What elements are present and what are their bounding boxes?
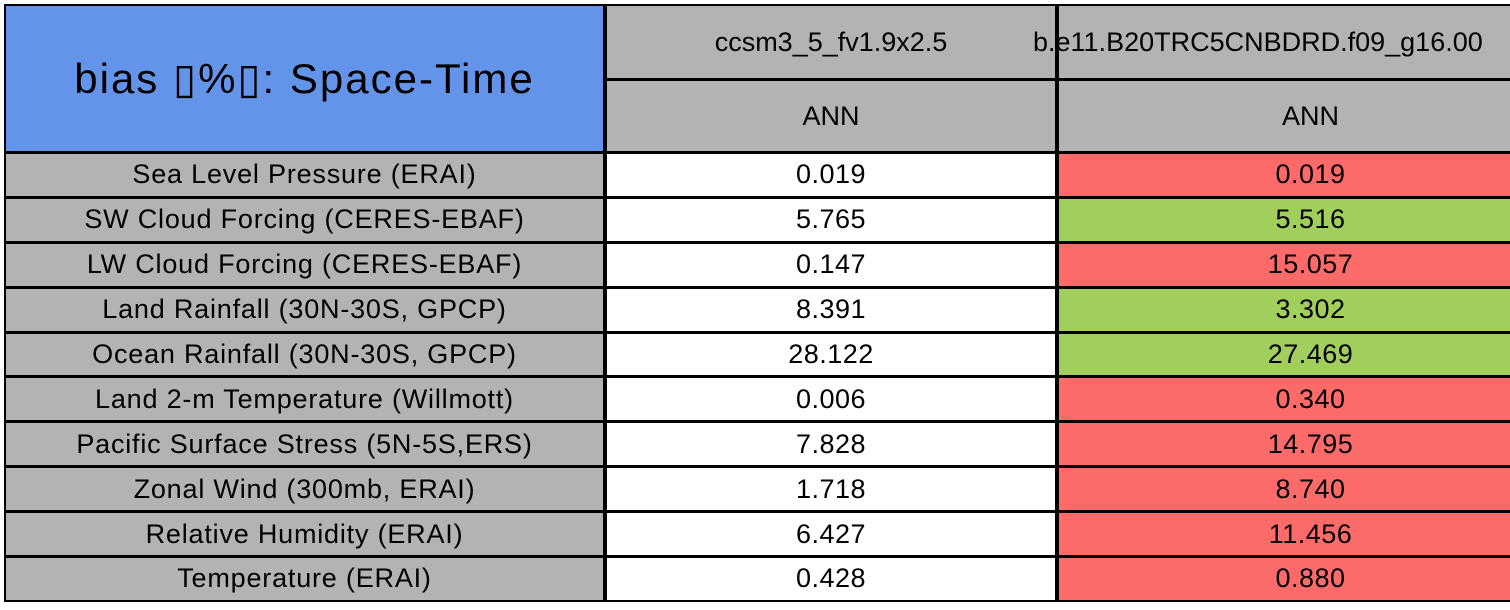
value-cell: 0.147 bbox=[607, 243, 1055, 286]
column-header-model-1: ccsm3_5_fv1.9x2.5 bbox=[607, 6, 1055, 78]
row-label: Land Rainfall (30N-30S, GPCP) bbox=[6, 288, 603, 331]
season-header-model-2: ANN bbox=[1059, 81, 1510, 151]
value-cell: 0.880 bbox=[1059, 558, 1510, 600]
value-cell: 0.019 bbox=[1059, 154, 1510, 196]
season-header-model-1: ANN bbox=[607, 81, 1055, 151]
value-cell: 5.765 bbox=[607, 198, 1055, 241]
row-label: SW Cloud Forcing (CERES-EBAF) bbox=[6, 198, 603, 241]
value-cell: 0.340 bbox=[1059, 378, 1510, 421]
table-title: bias ▯%▯: Space-Time bbox=[6, 6, 603, 151]
column-header-model-2-label: b.e11.B20TRC5CNBDRD.f09_g16.00 bbox=[1033, 26, 1483, 57]
value-cell: 5.516 bbox=[1059, 198, 1510, 241]
value-cell: 1.718 bbox=[607, 468, 1055, 511]
value-cell: 28.122 bbox=[607, 333, 1055, 376]
value-cell: 3.302 bbox=[1059, 288, 1510, 331]
row-label: Sea Level Pressure (ERAI) bbox=[6, 154, 603, 196]
value-cell: 0.006 bbox=[607, 378, 1055, 421]
row-label: Temperature (ERAI) bbox=[6, 558, 603, 600]
value-cell: 8.391 bbox=[607, 288, 1055, 331]
row-label: Relative Humidity (ERAI) bbox=[6, 513, 603, 556]
row-label: LW Cloud Forcing (CERES-EBAF) bbox=[6, 243, 603, 286]
value-cell: 11.456 bbox=[1059, 513, 1510, 556]
value-cell: 6.427 bbox=[607, 513, 1055, 556]
value-cell: 0.428 bbox=[607, 558, 1055, 600]
value-cell: 8.740 bbox=[1059, 468, 1510, 511]
value-cell: 0.019 bbox=[607, 154, 1055, 196]
value-cell: 7.828 bbox=[607, 423, 1055, 466]
bias-metrics-table: bias ▯%▯: Space-Time ccsm3_5_fv1.9x2.5 b… bbox=[4, 4, 1510, 602]
value-cell: 27.469 bbox=[1059, 333, 1510, 376]
row-label: Ocean Rainfall (30N-30S, GPCP) bbox=[6, 333, 603, 376]
value-cell: 15.057 bbox=[1059, 243, 1510, 286]
column-header-model-2: b.e11.B20TRC5CNBDRD.f09_g16.00 bbox=[1033, 6, 1510, 78]
row-label: Land 2-m Temperature (Willmott) bbox=[6, 378, 603, 421]
row-label: Zonal Wind (300mb, ERAI) bbox=[6, 468, 603, 511]
row-label: Pacific Surface Stress (5N-5S,ERS) bbox=[6, 423, 603, 466]
value-cell: 14.795 bbox=[1059, 423, 1510, 466]
